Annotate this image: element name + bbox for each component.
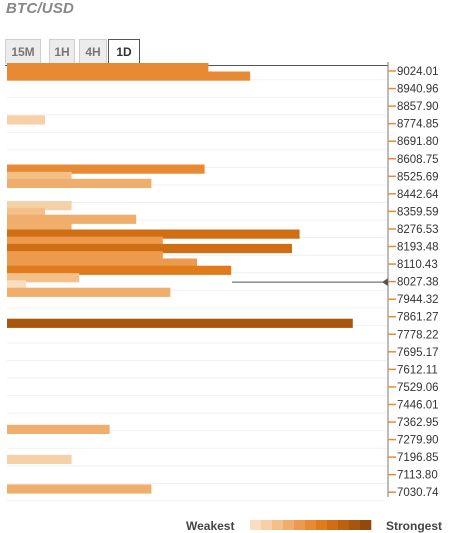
bar-13 (7, 251, 163, 261)
bar-19 (7, 318, 353, 328)
price-label: 7446.01 (397, 399, 439, 411)
price-label: 9024.01 (397, 66, 439, 78)
legend-swatch-1 (261, 520, 273, 530)
price-label: 7778.22 (397, 329, 439, 341)
tab-1d[interactable]: 1D (108, 39, 140, 66)
bar-5 (7, 178, 152, 188)
bar-14 (7, 258, 197, 268)
chart-title: BTC/USD (6, 0, 75, 17)
legend-swatch-7 (327, 520, 339, 530)
bar-4 (7, 171, 72, 182)
legend-weakest-label: Weakest (186, 519, 235, 533)
bar-3 (7, 164, 205, 174)
bar-17 (7, 280, 26, 290)
bar-2 (7, 115, 45, 125)
bar-0 (7, 63, 209, 73)
legend-swatch-10 (360, 520, 372, 530)
price-label: 7196.85 (397, 452, 439, 464)
bar-11 (7, 236, 163, 246)
price-label: 8525.69 (397, 171, 439, 183)
price-label: 8691.80 (397, 136, 439, 148)
legend-swatch-3 (283, 520, 295, 530)
price-label: 7861.27 (397, 312, 439, 324)
bar-8 (7, 214, 137, 224)
legend-swatch-8 (338, 520, 350, 530)
price-label: 8857.90 (397, 101, 439, 113)
tab-4h[interactable]: 4H (79, 39, 107, 64)
legend-swatch-0 (250, 520, 262, 530)
price-label: 8193.48 (397, 242, 439, 254)
price-label: 7529.06 (397, 382, 439, 394)
price-label: 7695.17 (397, 347, 439, 359)
current-price-marker (382, 278, 388, 287)
bar-18 (7, 287, 171, 297)
legend-swatch-6 (316, 520, 328, 530)
bar-10 (7, 229, 300, 239)
price-label: 7944.32 (397, 294, 439, 306)
bar-12 (7, 243, 292, 254)
legend-swatch-9 (349, 520, 361, 530)
price-label: 7362.95 (397, 417, 439, 429)
price-label: 8940.96 (397, 84, 439, 96)
legend-swatch-5 (305, 520, 317, 530)
price-label: 7279.90 (397, 435, 439, 447)
bar-16 (7, 273, 80, 283)
legend-strongest-label: Strongest (386, 519, 443, 533)
price-label: 8110.43 (397, 259, 438, 271)
price-label: 8359.59 (397, 206, 439, 218)
bar-1 (7, 71, 251, 81)
bar-9 (7, 222, 72, 232)
legend-swatch-4 (294, 520, 306, 530)
price-label: 8276.53 (397, 224, 439, 236)
tab-1h[interactable]: 1H (49, 39, 75, 64)
price-label: 7030.74 (397, 487, 439, 499)
price-label: 8608.75 (397, 154, 439, 166)
bar-15 (7, 265, 232, 275)
bar-21 (7, 454, 72, 464)
price-label: 7113.80 (397, 470, 438, 482)
price-label: 8774.85 (397, 119, 439, 131)
price-label: 8027.38 (397, 277, 439, 289)
legend-swatch-2 (272, 520, 284, 530)
bar-20 (7, 424, 110, 434)
tab-15m[interactable]: 15M (5, 39, 41, 64)
bar-22 (7, 484, 152, 494)
price-label: 8442.64 (397, 189, 439, 201)
price-label: 7612.11 (397, 364, 438, 376)
bar-6 (7, 201, 72, 211)
bar-7 (7, 207, 45, 217)
